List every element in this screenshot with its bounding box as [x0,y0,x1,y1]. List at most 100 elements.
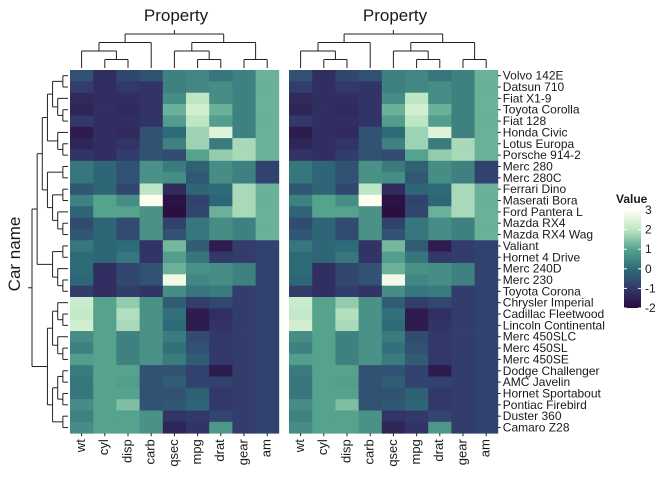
heatmap-cell [255,160,280,173]
heatmap-cell [186,149,210,162]
heatmap-cell [186,410,210,423]
heatmap-cell [255,115,280,128]
heatmap-cell [451,387,475,400]
heatmap-cell [162,70,187,82]
heatmap-cell [428,410,452,423]
heatmap-cell [428,376,452,389]
heatmap-cell [312,376,336,389]
heatmap-cell [335,399,359,411]
heatmap-cell [451,262,475,275]
heatmap-cell [162,365,187,377]
heatmap-cell [358,228,383,241]
heatmap-cell [335,331,359,343]
heatmap-cell [289,285,313,298]
heatmap-cell [139,262,164,275]
heatmap-cell [474,81,499,94]
heatmap-cell [381,365,406,377]
heatmap-cell [186,387,210,400]
heatmap-cell [289,92,313,105]
heatmap-cell [358,104,383,116]
heatmap-cell [451,70,475,82]
heatmap-cell [186,81,210,94]
heatmap-cell [358,126,383,139]
heatmap-cell [209,251,233,264]
heatmap-cell [93,410,117,423]
heatmap-cell [428,70,452,82]
heatmap-cell [451,138,475,150]
heatmap-cell [139,353,164,366]
heatmap-cell [209,126,233,139]
heatmap-cell [289,149,313,162]
heatmap-cell [335,81,359,94]
heatmap-cell [116,410,140,423]
heatmap-cell [405,421,429,434]
heatmap-cell [162,228,187,241]
heatmap-cell [232,115,256,128]
heatmap-cell [428,138,452,150]
heatmap-cell [93,217,117,230]
heatmap-cell [428,319,452,332]
legend-ticks: 3 2 1 0 -1 -2 [624,203,656,315]
heatmap-cell [70,399,94,411]
heatmap-cell [312,172,336,184]
heatmap-cell [255,183,280,196]
heatmap-cell [232,285,256,298]
heatmap-cell [255,126,280,139]
heatmap-cell [116,308,140,321]
heatmap-cell [428,172,452,184]
heatmap-cell [162,308,187,321]
heatmap-cell [209,149,233,162]
heatmap-cell [232,353,256,366]
heatmap-cell [93,138,117,150]
heatmap-cell [116,331,140,343]
heatmap-cell [209,138,233,150]
row-label: Porsche 914-2 [503,148,581,162]
heatmap-cell [70,240,94,252]
heatmap-cell [162,92,187,105]
heatmap-cell [289,228,313,241]
heatmap-cell [139,228,164,241]
heatmap-cell [381,251,406,264]
heatmap-cell [312,183,336,196]
heatmap-cell [335,308,359,321]
heatmap-cell [381,228,406,241]
heatmap-cell [405,387,429,400]
heatmap-cell [358,149,383,162]
heatmap-cell [232,138,256,150]
heatmap-cell [255,240,280,252]
heatmap-cell [312,262,336,275]
heatmap-cell [70,104,94,116]
heatmap-cell [116,149,140,162]
heatmap-cell [474,251,499,264]
heatmap-cell [405,251,429,264]
x-tick-label: cyl [96,439,111,455]
heatmap-cell [186,240,210,252]
heatmap-cell [162,240,187,252]
x-tick-label: gear [235,439,250,466]
x-tick-label: drat [431,439,446,462]
legend-tick-label: 0 [645,262,652,276]
heatmap-cell [381,149,406,162]
heatmap-cell [335,92,359,105]
heatmap-cell [405,331,429,343]
heatmap-cell [451,240,475,252]
heatmap-cell [255,308,280,321]
heatmap-cell [186,251,210,264]
heatmap-cell [405,410,429,423]
heatmap-cell [289,206,313,218]
heatmap-cell [474,297,499,309]
heatmap-cell [335,217,359,230]
heatmap-cell [116,376,140,389]
heatmap-cell [139,342,164,355]
heatmap-cell [358,399,383,411]
heatmap-cell [289,421,313,434]
heatmap-cell [93,421,117,434]
heatmap-cell [116,206,140,218]
heatmap-cell [335,240,359,252]
heatmap-cell [232,387,256,400]
heatmap-cell [255,421,280,434]
heatmap-cell [255,251,280,264]
heatmap-cell [255,262,280,275]
heatmap-cell [405,115,429,128]
x-tick-label: disp [338,439,353,463]
